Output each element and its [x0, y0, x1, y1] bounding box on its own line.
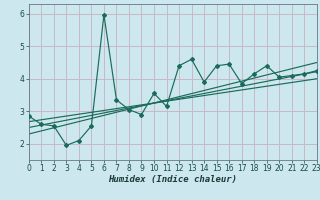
X-axis label: Humidex (Indice chaleur): Humidex (Indice chaleur) — [108, 175, 237, 184]
